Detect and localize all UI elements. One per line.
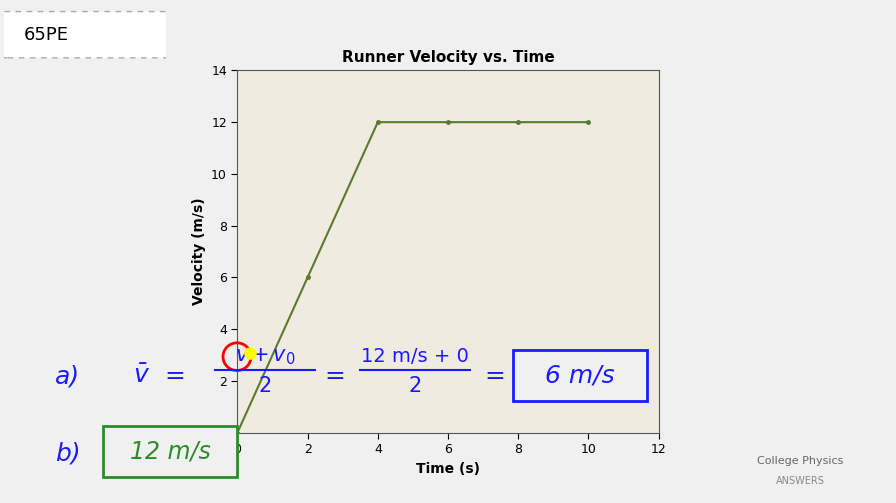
Text: 12 m/s: 12 m/s bbox=[130, 440, 211, 464]
Title: Runner Velocity vs. Time: Runner Velocity vs. Time bbox=[341, 50, 555, 65]
X-axis label: Time (s): Time (s) bbox=[416, 462, 480, 475]
Text: 65PE: 65PE bbox=[24, 26, 69, 44]
Text: $v + v_0$: $v + v_0$ bbox=[235, 347, 296, 367]
Text: =: = bbox=[485, 365, 505, 388]
Text: 2: 2 bbox=[258, 376, 271, 396]
Text: College Physics: College Physics bbox=[757, 457, 843, 466]
Text: 6 m/s: 6 m/s bbox=[545, 364, 615, 387]
Text: =: = bbox=[165, 365, 185, 388]
Text: 2: 2 bbox=[409, 376, 422, 396]
Text: ANSWERS: ANSWERS bbox=[776, 476, 824, 486]
Text: a): a) bbox=[55, 365, 80, 388]
Text: b): b) bbox=[55, 442, 81, 466]
Y-axis label: Velocity (m/s): Velocity (m/s) bbox=[192, 198, 205, 305]
FancyBboxPatch shape bbox=[0, 12, 170, 58]
FancyBboxPatch shape bbox=[203, 27, 693, 476]
Text: 12 m/s + 0: 12 m/s + 0 bbox=[361, 347, 469, 366]
Text: $\bar{v}$: $\bar{v}$ bbox=[134, 365, 151, 388]
FancyBboxPatch shape bbox=[103, 426, 237, 477]
FancyBboxPatch shape bbox=[513, 350, 647, 401]
Text: =: = bbox=[324, 365, 346, 388]
